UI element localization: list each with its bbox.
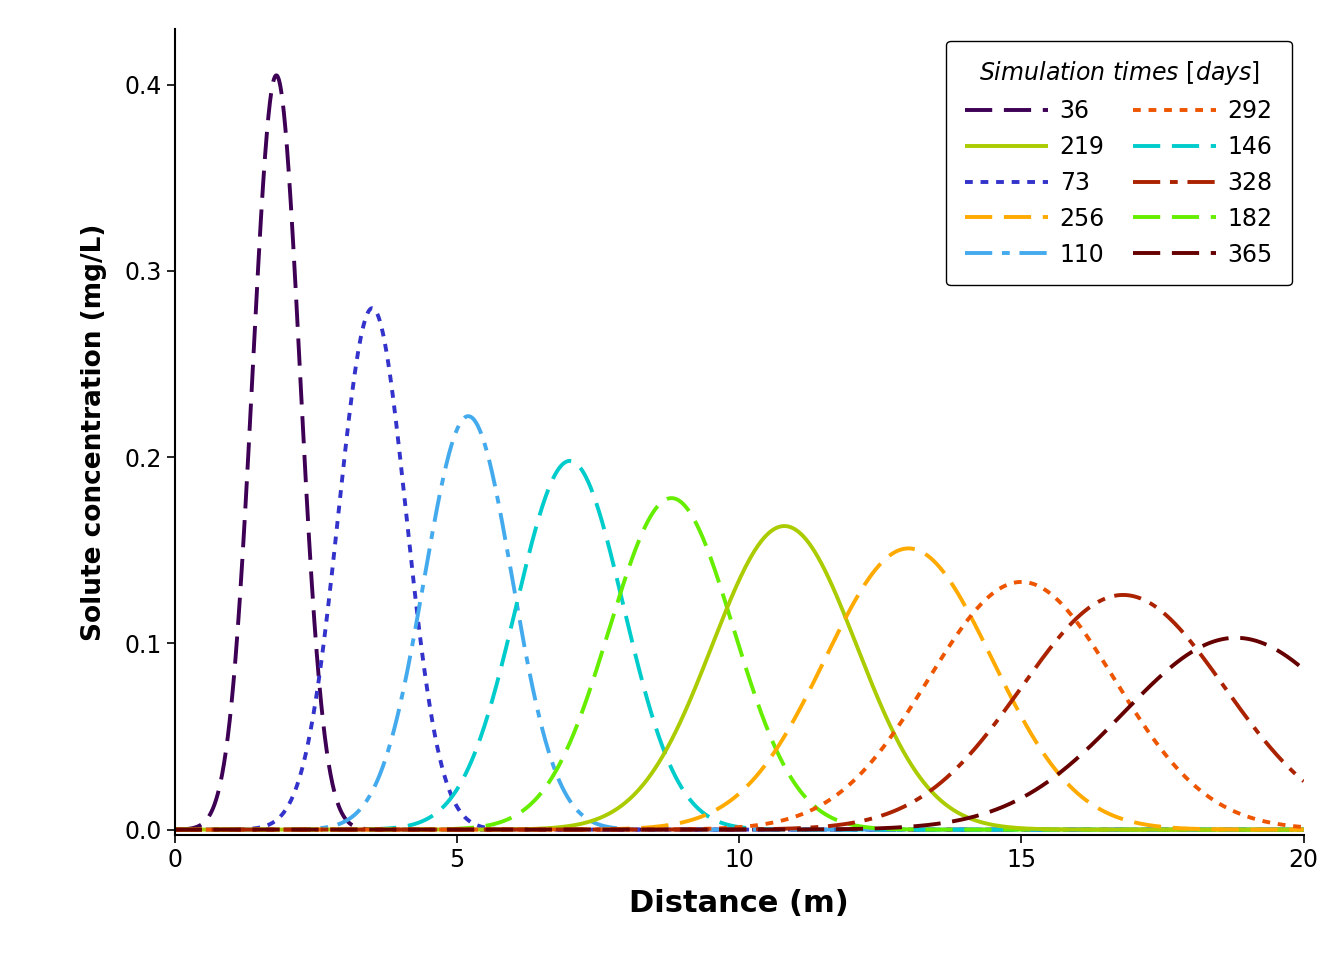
- Y-axis label: Solute concentration (mg/L): Solute concentration (mg/L): [82, 224, 108, 640]
- X-axis label: Distance (m): Distance (m): [629, 889, 849, 918]
- Legend: 36, 219, 73, 256, 110, 292, 146, 328, 182, 365: 36, 219, 73, 256, 110, 292, 146, 328, 18…: [946, 40, 1292, 285]
